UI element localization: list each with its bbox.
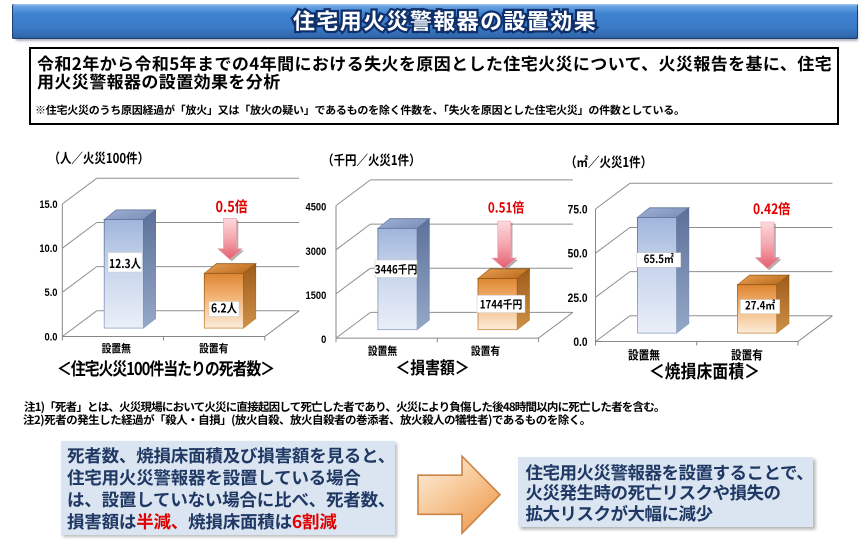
svg-text:0.42倍: 0.42倍 — [753, 198, 790, 218]
svg-text:（㎡／火災1件）: （㎡／火災1件） — [565, 151, 652, 171]
svg-text:1500: 1500 — [306, 290, 327, 302]
svg-text:設置有: 設置有 — [731, 347, 763, 364]
svg-text:＜損害額＞: ＜損害額＞ — [395, 354, 469, 380]
svg-text:5.0: 5.0 — [45, 288, 58, 300]
svg-text:3000: 3000 — [306, 246, 327, 258]
svg-text:（人／火災100件）: （人／火災100件） — [49, 147, 150, 167]
svg-text:27.4㎡: 27.4㎡ — [745, 298, 776, 314]
svg-text:1744千円: 1744千円 — [480, 297, 523, 313]
svg-text:10.0: 10.0 — [39, 243, 57, 255]
svg-text:設置有: 設置有 — [199, 341, 229, 357]
svg-text:4500: 4500 — [306, 202, 327, 214]
svg-text:75.0: 75.0 — [568, 204, 588, 217]
svg-text:50.0: 50.0 — [568, 248, 588, 261]
svg-text:15.0: 15.0 — [39, 199, 57, 211]
svg-text:65.5㎡: 65.5㎡ — [644, 251, 675, 267]
svg-text:0.0: 0.0 — [573, 336, 587, 349]
svg-text:0.51倍: 0.51倍 — [488, 196, 524, 216]
svg-text:12.3人: 12.3人 — [109, 255, 142, 272]
svg-text:0: 0 — [321, 334, 326, 346]
svg-text:0.5倍: 0.5倍 — [216, 196, 248, 218]
svg-text:25.0: 25.0 — [568, 292, 588, 305]
svg-text:（千円／火災1件）: （千円／火災1件） — [322, 149, 420, 169]
svg-text:6.2人: 6.2人 — [211, 299, 238, 316]
svg-text:3446千円: 3446千円 — [375, 261, 418, 277]
svg-text:設置無: 設置無 — [368, 343, 398, 359]
svg-text:＜住宅火災100件当たりの死者数＞: ＜住宅火災100件当たりの死者数＞ — [57, 355, 274, 381]
svg-text:設置無: 設置無 — [628, 347, 660, 364]
svg-text:0.0: 0.0 — [45, 332, 58, 344]
svg-text:＜焼損床面積＞: ＜焼損床面積＞ — [649, 356, 760, 383]
svg-text:設置有: 設置有 — [471, 343, 501, 359]
svg-text:設置無: 設置無 — [102, 341, 132, 357]
